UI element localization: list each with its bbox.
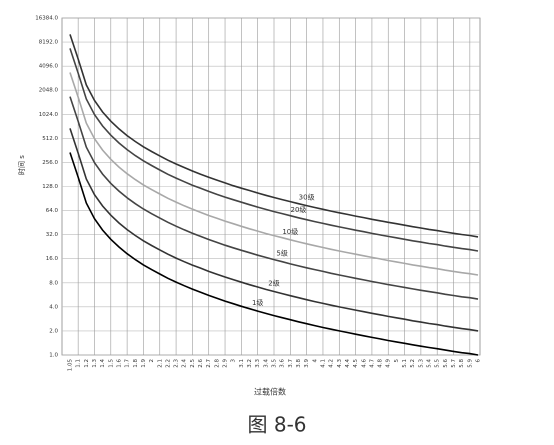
series-line xyxy=(69,152,479,356)
x-tick-label: 3.6 xyxy=(280,359,286,368)
x-tick-label: 2.7 xyxy=(206,359,212,368)
x-tick-label: 4.8 xyxy=(378,359,384,368)
x-tick-label: 1.2 xyxy=(84,359,90,368)
x-tick-label: 4.1 xyxy=(320,359,326,368)
x-tick-label: 1.3 xyxy=(92,359,98,368)
series-label: 5级 xyxy=(276,249,287,258)
y-tick-label: 4.0 xyxy=(49,304,58,310)
x-tick-label: 5.7 xyxy=(451,359,457,368)
x-tick-label: 6 xyxy=(476,359,482,363)
series-label: 20级 xyxy=(291,205,307,214)
y-tick-label: 64.0 xyxy=(46,208,59,214)
x-tick-label: 3.2 xyxy=(247,359,253,368)
series-line xyxy=(69,48,479,252)
x-tick-label: 3.9 xyxy=(304,359,310,368)
x-tick-label: 3.7 xyxy=(288,359,294,368)
y-tick-label: 128.0 xyxy=(42,184,58,190)
x-axis-label: 过载倍数 xyxy=(254,387,286,397)
x-tick-label: 3 xyxy=(231,359,237,363)
x-tick-label: 5.6 xyxy=(443,359,449,368)
y-tick-label: 256.0 xyxy=(42,160,58,166)
x-tick-label: 3.8 xyxy=(296,359,302,368)
series-label: 30级 xyxy=(299,193,315,202)
series-line xyxy=(69,96,479,300)
series-label: 1级 xyxy=(252,298,263,307)
x-tick-label: 5 xyxy=(394,359,400,363)
x-tick-label: 4.3 xyxy=(337,359,343,368)
x-tick-label: 2.5 xyxy=(190,359,196,368)
x-tick-label: 2.1 xyxy=(157,359,163,368)
x-tick-label: 1.4 xyxy=(100,359,106,368)
y-axis-label: 时间 s xyxy=(17,155,26,175)
x-tick-label: 3.1 xyxy=(239,359,245,368)
x-tick-label: 5.9 xyxy=(467,359,473,368)
x-tick-label: 2 xyxy=(149,359,155,363)
x-tick-label: 2.4 xyxy=(182,359,188,368)
caption: 图 8-6 xyxy=(247,413,306,437)
y-tick-label: 16.0 xyxy=(46,256,59,262)
series-label: 10级 xyxy=(282,227,298,236)
series-line xyxy=(69,128,479,332)
x-tick-label: 1.1 xyxy=(76,359,82,368)
x-tick-label: 1.9 xyxy=(141,359,147,368)
x-tick-label: 2.2 xyxy=(165,359,171,368)
x-tick-label: 1.5 xyxy=(108,359,114,368)
x-tick-label: 2.8 xyxy=(214,359,220,368)
x-tick-label: 1.6 xyxy=(116,359,122,368)
y-tick-label: 1.0 xyxy=(49,353,58,359)
x-tick-label: 5.5 xyxy=(435,359,441,368)
x-tick-label: 5.3 xyxy=(418,359,424,368)
x-tick-label: 5.2 xyxy=(410,359,416,368)
y-tick-label: 2048.0 xyxy=(39,88,59,94)
x-tick-label: 1.7 xyxy=(125,359,131,368)
x-tick-label: 3.4 xyxy=(263,359,269,368)
x-tick-label: 5.1 xyxy=(402,359,408,368)
series-line xyxy=(69,72,479,276)
x-tick-label: 4.2 xyxy=(329,359,335,368)
y-tick-label: 4096.0 xyxy=(39,64,59,70)
x-tick-label: 2.6 xyxy=(198,359,204,368)
x-tick-label: 3.5 xyxy=(272,359,278,368)
x-tick-label: 2.9 xyxy=(223,359,229,368)
y-tick-label: 8.0 xyxy=(49,280,58,286)
series-line xyxy=(69,34,479,238)
x-tick-label: 4.5 xyxy=(353,359,359,368)
y-tick-label: 32.0 xyxy=(46,232,59,238)
x-tick-label: 1.05 xyxy=(68,359,74,372)
y-tick-label: 8192.0 xyxy=(39,40,59,46)
x-tick-label: 2.3 xyxy=(174,359,180,368)
x-tick-label: 4 xyxy=(312,359,318,363)
y-tick-label: 16384.0 xyxy=(35,16,58,22)
series-label: 2级 xyxy=(268,279,279,288)
x-tick-label: 3.3 xyxy=(255,359,261,368)
y-tick-label: 512.0 xyxy=(42,136,58,142)
x-tick-label: 1.8 xyxy=(133,359,139,368)
x-tick-label: 4.9 xyxy=(386,359,392,368)
x-tick-label: 5.8 xyxy=(459,359,465,368)
y-tick-label: 1024.0 xyxy=(39,112,59,118)
x-tick-label: 4.7 xyxy=(369,359,375,368)
y-tick-label: 2.0 xyxy=(49,328,58,334)
x-tick-label: 4.4 xyxy=(345,359,351,368)
x-tick-label: 5.4 xyxy=(427,359,433,368)
x-tick-label: 4.6 xyxy=(361,359,367,368)
